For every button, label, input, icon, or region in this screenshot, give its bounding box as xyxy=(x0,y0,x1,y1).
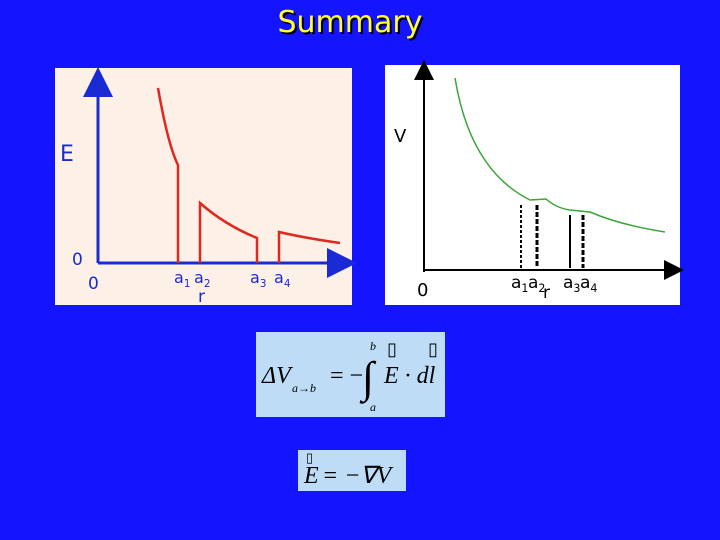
x-mark: a1 xyxy=(174,268,190,290)
x-label: r xyxy=(198,287,205,307)
mark-index: 2 xyxy=(538,282,545,295)
x-mark: a1 xyxy=(511,273,528,295)
subscript: a→b xyxy=(292,381,316,395)
mark-index: 3 xyxy=(573,282,580,295)
x-zero: 0 xyxy=(417,280,428,301)
mark-letter: a xyxy=(563,273,573,293)
y-label: V xyxy=(394,126,407,147)
x-mark: a3 xyxy=(250,268,266,290)
x-mark: a4 xyxy=(274,268,291,290)
rhs: = −∇V xyxy=(322,463,393,489)
formula-gradient: E ▯ = −∇V xyxy=(298,450,406,491)
left-panel: E 0 0 r a1 a2 a3 a4 xyxy=(55,67,357,307)
title-shadow: Summary xyxy=(280,7,425,42)
x-mark: a4 xyxy=(580,273,597,295)
lhs: E xyxy=(303,463,319,489)
x-marks: a1 a2 a3 a4 xyxy=(511,273,597,295)
vector-mark: ▯ xyxy=(428,339,438,359)
formula-integral: ΔV a→b = − ∫ b a E · dl ▯ ▯ xyxy=(256,332,445,417)
y-zero: 0 xyxy=(72,250,83,270)
mark-letter: a xyxy=(580,273,590,293)
integral: ∫ xyxy=(359,353,377,404)
mark-index: 1 xyxy=(184,278,191,290)
field-curve xyxy=(156,87,341,263)
y-label: E xyxy=(60,142,74,167)
mark-index: 2 xyxy=(204,278,211,290)
right-panel: V 0 r a1 a2 a3 a4 xyxy=(385,60,684,305)
potential-curve xyxy=(454,77,666,233)
mark-letter: a xyxy=(194,268,204,287)
x-mark: a2 xyxy=(194,268,210,290)
formula-box xyxy=(298,450,406,491)
x-label: r xyxy=(543,283,550,303)
x-zero: 0 xyxy=(88,274,99,294)
panel-bg xyxy=(385,65,680,305)
vector-mark: ▯ xyxy=(387,339,397,359)
mark-index: 3 xyxy=(260,278,267,290)
mark-letter: a xyxy=(250,268,260,287)
mark-index: 1 xyxy=(521,282,528,295)
mark-index: 4 xyxy=(284,278,291,290)
x-mark: a3 xyxy=(563,273,580,295)
upper-limit: b xyxy=(370,339,376,353)
x-mark: a2 xyxy=(528,273,545,295)
mark-index: 4 xyxy=(590,282,597,295)
formula-box xyxy=(256,332,445,417)
vector-mark: ▯ xyxy=(306,450,313,465)
mark-letter: a xyxy=(174,268,184,287)
integrand: E · dl xyxy=(383,363,436,389)
mark-letter: a xyxy=(274,268,284,287)
mark-letter: a xyxy=(511,273,521,293)
lower-limit: a xyxy=(370,400,376,414)
title: Summary xyxy=(278,5,423,40)
mark-letter: a xyxy=(528,273,538,293)
delta-v: ΔV xyxy=(261,363,293,389)
equals: = − xyxy=(330,363,363,389)
panel-bg xyxy=(55,68,352,305)
x-marks: a1 a2 a3 a4 xyxy=(174,268,291,290)
